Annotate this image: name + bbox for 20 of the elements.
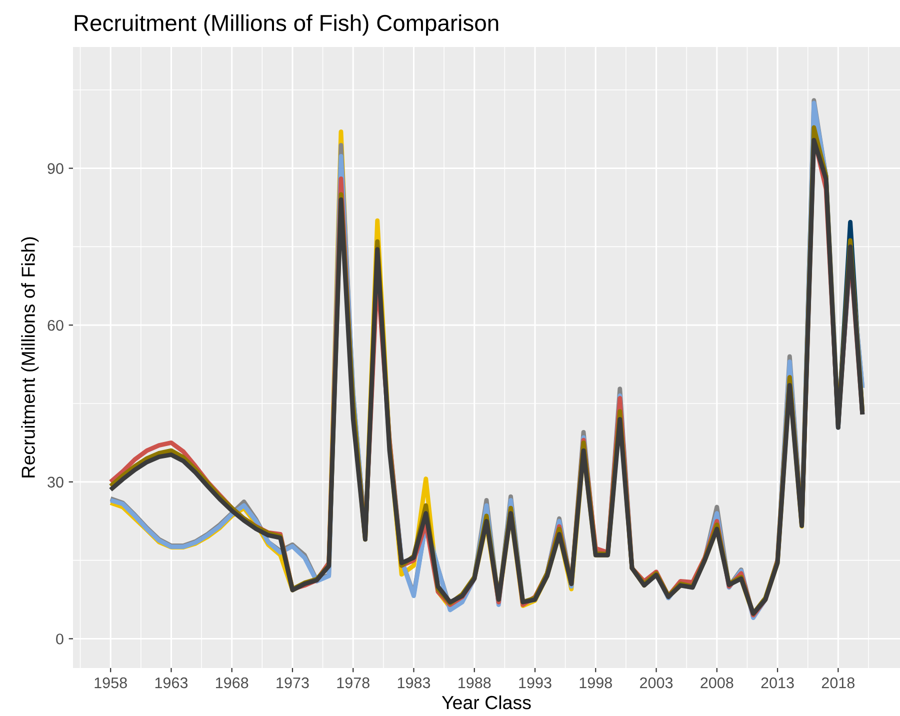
x-tick-label: 2008 xyxy=(700,677,734,688)
y-tick-label: 0 xyxy=(56,634,64,644)
x-axis-title: Year Class xyxy=(442,695,531,710)
y-tick-label: 30 xyxy=(48,476,64,488)
x-tick-label: 1958 xyxy=(94,677,127,688)
chart-title: Recruitment (Millions of Fish) Comparison xyxy=(74,14,498,36)
x-tick-label: 2003 xyxy=(640,677,673,688)
x-tick-label: 1963 xyxy=(155,677,188,688)
x-tick-label: 1998 xyxy=(580,677,612,688)
y-axis-title: Recruitment (Millions of Fish) xyxy=(21,237,39,478)
x-tick-label: 2013 xyxy=(761,677,794,688)
x-tick-label: 1973 xyxy=(276,677,309,688)
y-tick-label: 60 xyxy=(48,320,64,331)
y-tick-label: 90 xyxy=(48,163,64,174)
x-tick-label: 1988 xyxy=(458,677,491,688)
x-tick-label: 1993 xyxy=(519,677,552,688)
x-tick-label: 1983 xyxy=(398,677,430,688)
x-tick-label: 1978 xyxy=(337,677,370,688)
x-tick-label: 1968 xyxy=(216,677,248,688)
x-tick-label: 2018 xyxy=(822,677,854,688)
